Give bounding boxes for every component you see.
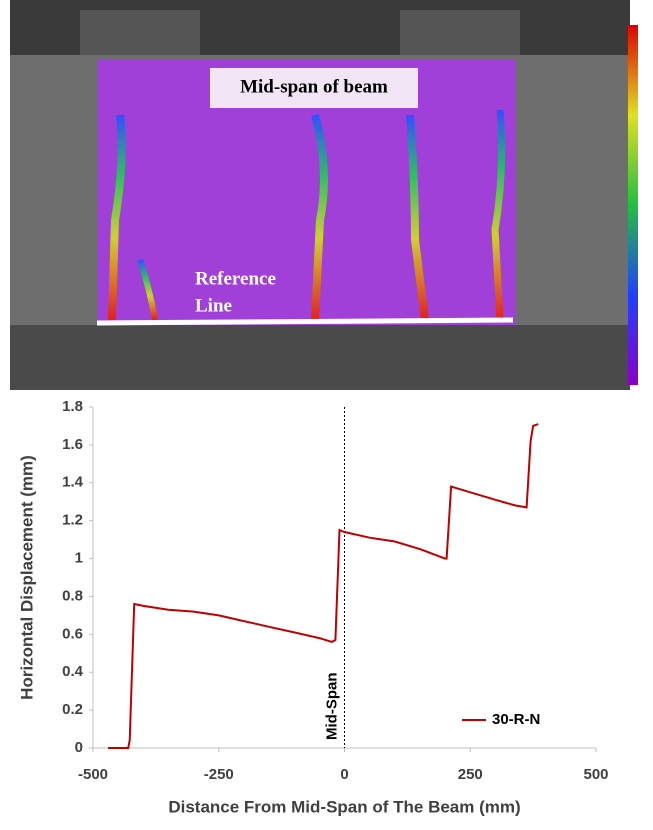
line-label: Line bbox=[195, 295, 232, 316]
photo-bottom bbox=[10, 325, 630, 390]
y-tick-label: 0 bbox=[75, 739, 83, 756]
annotation-label: Mid-Span bbox=[323, 673, 340, 741]
loader-right bbox=[400, 10, 520, 55]
legend-label: 30-R-N bbox=[492, 711, 540, 728]
crack bbox=[108, 114, 126, 321]
x-tick-label: -500 bbox=[78, 766, 108, 783]
y-tick-label: 0.4 bbox=[62, 663, 84, 680]
box-label: Mid-span of beam bbox=[240, 76, 388, 97]
x-tick-label: 500 bbox=[583, 766, 608, 783]
crack bbox=[311, 113, 328, 321]
crack bbox=[137, 259, 158, 321]
data-line bbox=[108, 423, 539, 749]
loader-left bbox=[80, 10, 200, 55]
y-tick-label: 1.4 bbox=[62, 474, 84, 491]
x-tick-label: 250 bbox=[458, 766, 483, 783]
x-axis-label: Distance From Mid-Span of The Beam (mm) bbox=[168, 797, 520, 816]
x-tick-label: 0 bbox=[340, 766, 348, 783]
y-tick-label: 0.2 bbox=[62, 701, 83, 718]
y-tick-label: 1.8 bbox=[62, 398, 83, 415]
crack bbox=[491, 109, 506, 321]
label-box bbox=[210, 68, 418, 108]
line-label: Reference bbox=[195, 268, 276, 289]
x-tick-label: -250 bbox=[204, 766, 234, 783]
crack bbox=[406, 114, 429, 321]
y-tick-label: 0.8 bbox=[62, 587, 83, 604]
chart: 0 0.2 0.4 0.6 0.8 1 1.2 1.4 1.6 1.8 -500 -250 0 250 50… bbox=[17, 398, 608, 817]
reference-line bbox=[96, 317, 514, 326]
y-tick-label: 1.6 bbox=[62, 436, 83, 453]
y-tick-label: 1 bbox=[75, 550, 83, 567]
photo: Mid-span of beam Reference Line bbox=[10, 0, 638, 390]
y-axis-label: Horizontal Displacement (mm) bbox=[17, 455, 36, 700]
color-bar bbox=[628, 25, 638, 385]
y-tick-label: 1.2 bbox=[62, 512, 83, 529]
y-tick-label: 0.6 bbox=[62, 625, 83, 642]
